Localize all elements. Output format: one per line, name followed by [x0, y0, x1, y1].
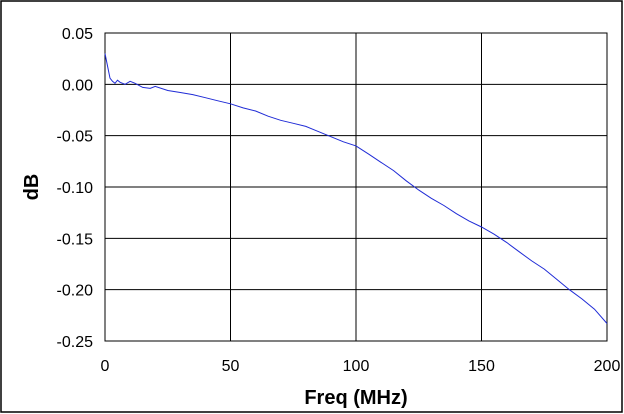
x-tick-label: 100	[343, 358, 370, 375]
x-tick-labels: 0 50 100 150 200	[101, 358, 621, 375]
y-tick-label: -0.20	[57, 283, 94, 300]
x-tick-label: 0	[101, 358, 110, 375]
y-tick-label: 0.05	[62, 26, 93, 43]
y-tick-label: -0.15	[57, 231, 94, 248]
y-axis-label: dB	[21, 174, 43, 201]
x-axis-label: Freq (MHz)	[304, 387, 407, 409]
plot-area	[104, 32, 608, 342]
x-tick-label: 150	[468, 358, 495, 375]
y-tick-label: -0.25	[57, 334, 94, 351]
y-tick-label: -0.10	[57, 180, 94, 197]
x-tick-label: 50	[222, 358, 240, 375]
y-tick-label: 0.00	[62, 77, 93, 94]
series-line	[104, 53, 608, 324]
y-tick-labels: 0.05 0.00 -0.05 -0.10 -0.15 -0.20 -0.25	[57, 26, 94, 351]
x-tick-label: 200	[594, 358, 621, 375]
y-tick-label: -0.05	[57, 129, 94, 146]
